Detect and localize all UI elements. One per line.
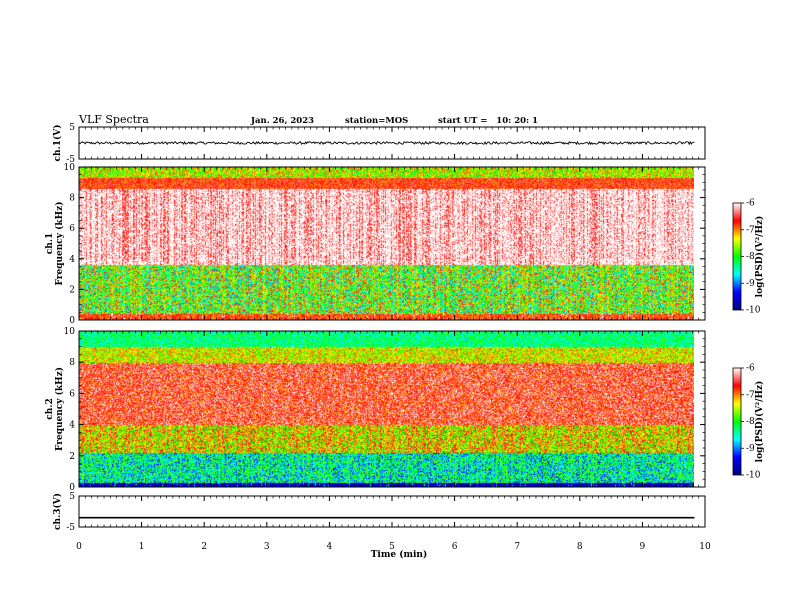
ch1-spectrogram-ytick-label: 8 [69,194,75,204]
ch1-spectrogram-ylabel-line1: ch.1 [45,233,55,254]
figure-date: Jan. 26, 2023 [250,116,314,126]
x-axis-label: Time (min) [371,549,428,560]
ch2-spectrogram-ytick-label: 4 [69,421,75,431]
x-tick-label: 2 [201,542,207,552]
ch1-colorbar-bar [732,202,742,311]
x-tick-label: 5 [389,542,395,552]
ch1-colorbar-label: log(PSD)(V²/Hz) [754,216,765,298]
ch2-colorbar-tick-label: -6 [746,364,755,374]
figure-start-time: start UT = 10: 20: 1 [438,116,538,126]
ch1-voltage-ylabel: ch.1(V) [52,125,63,162]
x-tick-label: 4 [327,542,333,552]
ch1-voltage-ytick-label: 5 [69,123,75,133]
ch2-spectrogram-ylabel: ch.2Frequency (kHz) [45,367,65,451]
ch1-spectrogram-ytick-label: 10 [64,163,76,173]
ch1-spectrogram-heatmap [79,167,694,320]
x-tick-label: 6 [452,542,458,552]
ch2-colorbar-bar [732,367,742,476]
ch2-spectrogram-ytick-label: 0 [69,483,75,493]
ch1-spectrogram-ytick-label: 0 [69,316,75,326]
ch1-colorbar: -6 -7 -8 -9 -10 log(PSD)(V²/Hz) [732,199,765,316]
ch1-voltage-trace [78,140,695,146]
ch2-colorbar: -6 -7 -8 -9 -10 log(PSD)(V²/Hz) [732,364,765,481]
ch2-spectrogram-ytick-label: 6 [69,389,75,399]
ch2-spectrogram-ytick-label: 8 [69,358,75,368]
ch2-spectrogram-panel: 0 2 4 6 8 10 ch.2Frequency (kHz) [45,327,706,493]
ch1-spectrogram-ylabel-line2: Frequency (kHz) [54,201,65,285]
ch3-voltage-ytick-label: 5 [69,492,75,502]
ch2-colorbar-tick-label: -8 [746,417,755,427]
ch1-spectrogram-ytick-label: 6 [69,224,75,234]
ch2-spectrogram-ytick-label: 2 [69,452,75,462]
time-axis: 0 1 2 3 4 5 6 7 8 9 10 [76,542,711,552]
ch3-voltage-ylabel: ch.3(V) [52,493,63,530]
ch1-colorbar-tick-label: -8 [746,252,755,262]
ch1-colorbar-tick-label: -9 [746,279,755,289]
ch2-colorbar-tick-label: -9 [746,444,755,454]
x-tick-label: 7 [514,542,520,552]
ch2-spectrogram-heatmap [79,331,694,487]
ch2-colorbar-label: log(PSD)(V²/Hz) [754,381,765,463]
ch1-spectrogram-ytick-label: 4 [69,255,75,265]
x-tick-label: 10 [699,542,711,552]
ch1-spectrogram-panel: 0 2 4 6 8 10 ch.1Frequency (kHz) [45,163,706,326]
ch1-colorbar-tick-label: -6 [746,199,755,209]
ch3-voltage-ytick-label: -5 [66,523,75,533]
figure-title: VLF Spectra [78,113,149,126]
ch1-colorbar-tick-label: -7 [746,225,755,235]
ch1-colorbar-tick-label: -10 [746,306,761,316]
ch1-voltage-panel: 5 -5ch.1(V) [52,123,706,165]
ch2-spectrogram-ylabel-line2: Frequency (kHz) [54,367,65,451]
ch1-voltage-ytick-label: -5 [66,155,75,165]
figure-station: station=MOS [345,116,408,126]
ch2-spectrogram-ytick-label: 10 [64,327,76,337]
ch2-colorbar-tick-label: -10 [746,471,761,481]
ch1-spectrogram-ylabel: ch.1Frequency (kHz) [45,201,65,285]
ch2-spectrogram-ylabel-line1: ch.2 [45,398,55,419]
x-tick-label: 1 [139,542,145,552]
ch3-voltage-panel: 5 -5ch.3(V) [52,492,706,533]
ch1-spectrogram-ytick-label: 2 [69,285,75,295]
x-tick-label: 8 [577,542,583,552]
x-tick-label: 3 [264,542,270,552]
x-tick-label: 0 [76,542,82,552]
ch2-colorbar-tick-label: -7 [746,390,755,400]
x-tick-label: 9 [640,542,646,552]
